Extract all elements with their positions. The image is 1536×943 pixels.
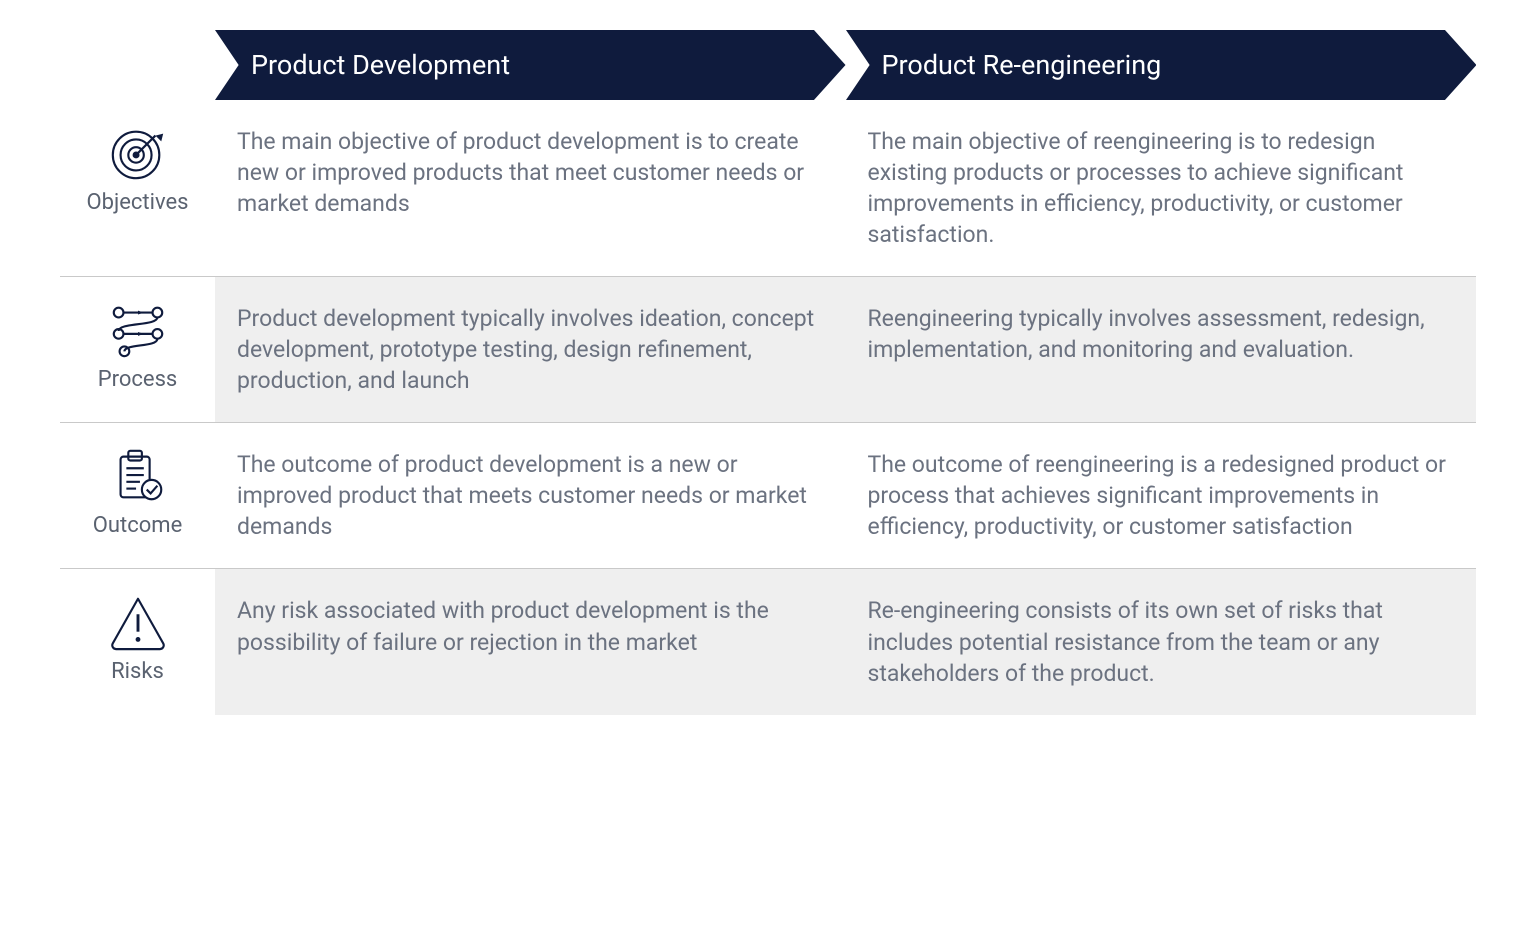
row-label-risks-text: Risks	[111, 659, 164, 684]
clipboard-icon	[107, 445, 169, 507]
cell-outcome-col2: The outcome of reengineering is a redesi…	[846, 422, 1477, 568]
header-spacer	[60, 30, 215, 100]
arrow-banner-col2: Product Re-engineering	[846, 30, 1477, 100]
header-col2-label: Product Re-engineering	[882, 49, 1162, 81]
arrow-banner-col1: Product Development	[215, 30, 846, 100]
cell-objectives-col1: The main objective of product develop­me…	[215, 100, 846, 276]
cell-risks-col2: Re-engineering consists of its own set o…	[846, 568, 1477, 714]
warning-icon	[107, 591, 169, 653]
row-label-outcome: Outcome	[60, 422, 215, 568]
row-label-objectives: Objectives	[60, 100, 215, 276]
cell-process-col1: Product development typically involves i…	[215, 276, 846, 422]
row-label-process-text: Process	[98, 367, 178, 392]
header-col1: Product Development	[215, 30, 846, 100]
cell-objectives-col2: The main objective of reengineering is t…	[846, 100, 1477, 276]
row-label-risks: Risks	[60, 568, 215, 714]
cell-risks-col1: Any risk associated with product develop…	[215, 568, 846, 714]
row-label-objectives-text: Objectives	[86, 190, 188, 215]
target-icon	[107, 122, 169, 184]
header-col2: Product Re-engineering	[846, 30, 1477, 100]
process-icon	[107, 299, 169, 361]
row-label-outcome-text: Outcome	[93, 513, 182, 538]
cell-process-col2: Reengineering typically involves assessm…	[846, 276, 1477, 422]
row-label-process: Process	[60, 276, 215, 422]
cell-outcome-col1: The outcome of product development is a …	[215, 422, 846, 568]
header-col1-label: Product Development	[251, 49, 510, 81]
comparison-table: Product Development Product Re-engineeri…	[60, 30, 1476, 715]
